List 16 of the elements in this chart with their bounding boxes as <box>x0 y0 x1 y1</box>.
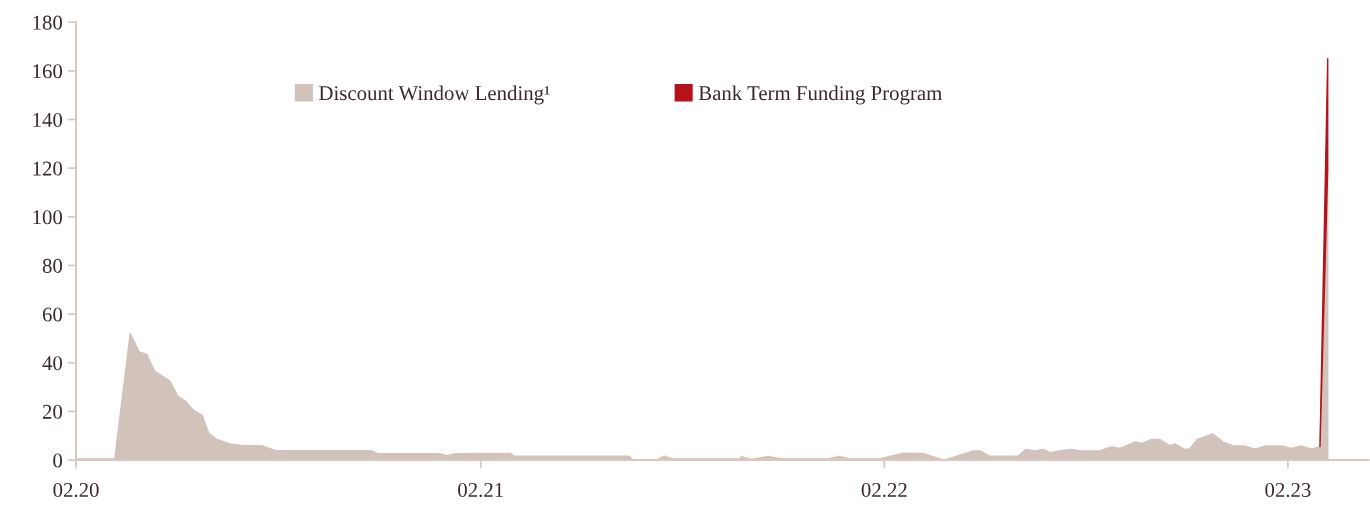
y-tick-label: 60 <box>42 307 63 322</box>
x-tick-label: 02.23 <box>1265 482 1311 498</box>
x-tick-label: 02.20 <box>53 482 99 498</box>
y-tick-label: 100 <box>33 210 63 225</box>
x-tick-label: 02.21 <box>458 482 503 498</box>
y-tick-label: 20 <box>42 404 63 419</box>
y-tick-label: 180 <box>33 15 63 30</box>
legend-label: Bank Term Funding Program <box>698 85 942 105</box>
y-tick-label: 140 <box>33 112 63 127</box>
y-tick-label: 120 <box>33 161 63 176</box>
y-tick-label: 160 <box>33 64 63 79</box>
x-tick-label: 02.22 <box>861 482 907 498</box>
y-tick-label: 0 <box>53 453 63 468</box>
y-tick-label: 80 <box>42 258 63 273</box>
y-tick-label: 40 <box>42 356 63 371</box>
legend-label: Discount Window Lending¹ <box>319 85 550 105</box>
